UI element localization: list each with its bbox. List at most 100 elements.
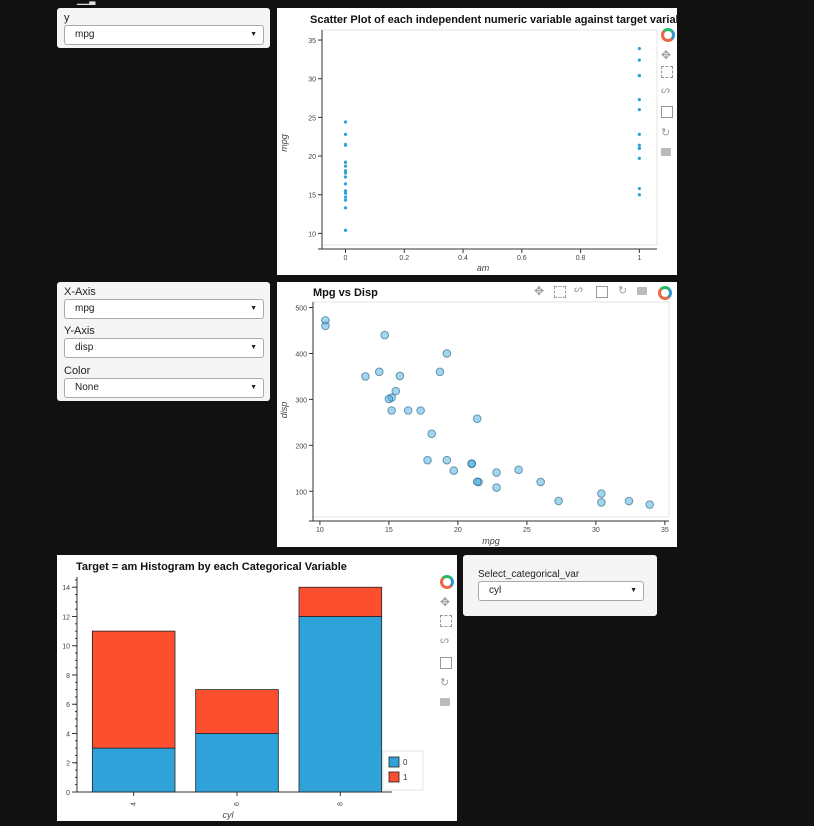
scatter-point bbox=[361, 372, 370, 381]
pan-tool-icon[interactable]: ✥ bbox=[534, 284, 545, 298]
bokeh-logo-icon[interactable] bbox=[440, 575, 454, 589]
scatter-point bbox=[343, 164, 348, 168]
scatter-point bbox=[472, 477, 482, 486]
scatter-point bbox=[637, 58, 641, 62]
x-tick-label: 0.2 bbox=[399, 255, 409, 262]
chevron-down-icon: ▼ bbox=[250, 31, 257, 38]
save-tool-icon[interactable] bbox=[440, 657, 452, 669]
wheel-zoom-tool-icon[interactable]: ᔕ bbox=[574, 284, 583, 295]
y-select[interactable]: mpg ▼ bbox=[64, 25, 264, 45]
histogram-plot: Target = am Histogram by each Categorica… bbox=[57, 555, 457, 821]
color-select-label: Color bbox=[64, 365, 91, 377]
x-tick-label: 0.6 bbox=[517, 255, 527, 262]
scatter-point bbox=[384, 394, 394, 404]
y-select-value: mpg bbox=[75, 29, 95, 40]
hover-tool-icon[interactable] bbox=[637, 287, 647, 295]
y-tick-label: 35 bbox=[308, 38, 316, 45]
scatter-point bbox=[637, 132, 641, 137]
chevron-down-icon: ▼ bbox=[630, 587, 637, 594]
save-tool-icon[interactable] bbox=[596, 286, 608, 298]
hover-tool-icon[interactable] bbox=[661, 148, 671, 156]
x-axis-label: mpg bbox=[482, 536, 500, 546]
scatter-point bbox=[427, 429, 436, 439]
scatter-point bbox=[343, 132, 348, 137]
y-tick-label: 300 bbox=[295, 397, 307, 404]
toolbar: ✥ ᔕ ↻ bbox=[532, 284, 672, 300]
y-tick-label: 6 bbox=[66, 702, 70, 709]
bar-segment-1 bbox=[298, 586, 383, 617]
scatter-point bbox=[536, 477, 545, 487]
pan-tool-icon[interactable]: ✥ bbox=[440, 595, 451, 609]
x-tick-label: 0 bbox=[344, 255, 348, 262]
scatter-point bbox=[395, 371, 405, 381]
y-tick-label: 500 bbox=[295, 306, 307, 313]
chart-title: Mpg vs Disp bbox=[313, 287, 378, 299]
color-select-value: None bbox=[75, 382, 99, 393]
reset-tool-icon[interactable]: ↻ bbox=[618, 285, 628, 297]
scatter-point bbox=[435, 367, 445, 377]
box-zoom-tool-icon[interactable] bbox=[440, 615, 452, 627]
x-tick-label: 8 bbox=[337, 802, 344, 806]
scatter-point bbox=[442, 349, 452, 358]
chevron-down-icon: ▼ bbox=[250, 344, 257, 351]
scatter-point bbox=[387, 406, 396, 415]
bar-segment-1 bbox=[91, 630, 176, 749]
histogram-chart: Target = am Histogram by each Categorica… bbox=[62, 561, 424, 820]
wheel-zoom-tool-icon[interactable]: ᔕ bbox=[661, 85, 670, 96]
scatter-point bbox=[423, 455, 432, 465]
box-zoom-tool-icon[interactable] bbox=[661, 66, 673, 78]
scatter-point bbox=[554, 496, 563, 506]
y-tick-label: 15 bbox=[308, 193, 316, 200]
scatter-point bbox=[597, 489, 606, 498]
scatter-point bbox=[343, 191, 348, 195]
bokeh-logo-icon[interactable] bbox=[661, 28, 675, 42]
hover-tool-icon[interactable] bbox=[440, 698, 450, 706]
scatter-point bbox=[637, 46, 641, 51]
chart-title: Target = am Histogram by each Categorica… bbox=[76, 561, 347, 573]
scatter-point bbox=[343, 198, 348, 202]
box-zoom-tool-icon[interactable] bbox=[554, 286, 566, 298]
categorical-select-label: Select_categorical_var bbox=[478, 569, 580, 580]
scatter-point bbox=[514, 465, 523, 475]
x-tick-label: 6 bbox=[234, 802, 241, 806]
categorical-select-value: cyl bbox=[489, 585, 502, 596]
scatter-point bbox=[449, 466, 459, 475]
x-axis-label: cyl bbox=[223, 810, 235, 820]
scatter-point bbox=[637, 186, 641, 191]
y-tick-label: 20 bbox=[308, 154, 316, 161]
scatter-point bbox=[645, 500, 654, 509]
x-axis-label: am bbox=[477, 263, 490, 273]
x-axis-select[interactable]: mpg ▼ bbox=[64, 299, 264, 319]
scatter-point bbox=[637, 98, 641, 102]
wheel-zoom-tool-icon[interactable]: ᔕ bbox=[440, 635, 449, 646]
pan-tool-icon[interactable]: ✥ bbox=[661, 48, 672, 62]
reset-tool-icon[interactable]: ↻ bbox=[661, 127, 671, 139]
scatter-point bbox=[343, 120, 348, 124]
reset-tool-icon[interactable]: ↻ bbox=[440, 677, 450, 689]
y-axis-select[interactable]: disp ▼ bbox=[64, 338, 264, 358]
scatter-point bbox=[624, 496, 634, 506]
x-axis-select-value: mpg bbox=[75, 303, 95, 314]
color-select[interactable]: None ▼ bbox=[64, 378, 264, 398]
save-tool-icon[interactable] bbox=[661, 106, 673, 118]
plot-frame bbox=[312, 301, 670, 518]
x-tick-label: 0.4 bbox=[458, 255, 468, 262]
y-select-panel: y mpg ▼ bbox=[57, 8, 270, 48]
scatter-point bbox=[321, 321, 330, 331]
mpg-vs-disp-chart: Mpg vs Disp mpg disp 100 200 300 400 500 10 15… bbox=[279, 287, 670, 546]
scatter-point bbox=[637, 143, 641, 147]
top-marker: ▁▁▃ bbox=[77, 0, 96, 5]
scatter-point bbox=[416, 406, 425, 415]
scatter-point bbox=[637, 156, 641, 160]
y-tick-label: 200 bbox=[295, 443, 307, 450]
scatter-am-plot: Scatter Plot of each independent numeric… bbox=[277, 8, 677, 275]
x-tick-label: 1 bbox=[637, 255, 641, 262]
y-tick-label: 30 bbox=[308, 77, 316, 84]
scatter-point bbox=[391, 386, 401, 396]
plot-frame bbox=[321, 29, 658, 246]
scatter-point bbox=[343, 160, 348, 164]
y-axis-label: disp bbox=[279, 402, 289, 419]
categorical-select[interactable]: cyl ▼ bbox=[478, 581, 644, 601]
y-axis-select-value: disp bbox=[75, 342, 94, 353]
bokeh-logo-icon[interactable] bbox=[658, 286, 672, 300]
